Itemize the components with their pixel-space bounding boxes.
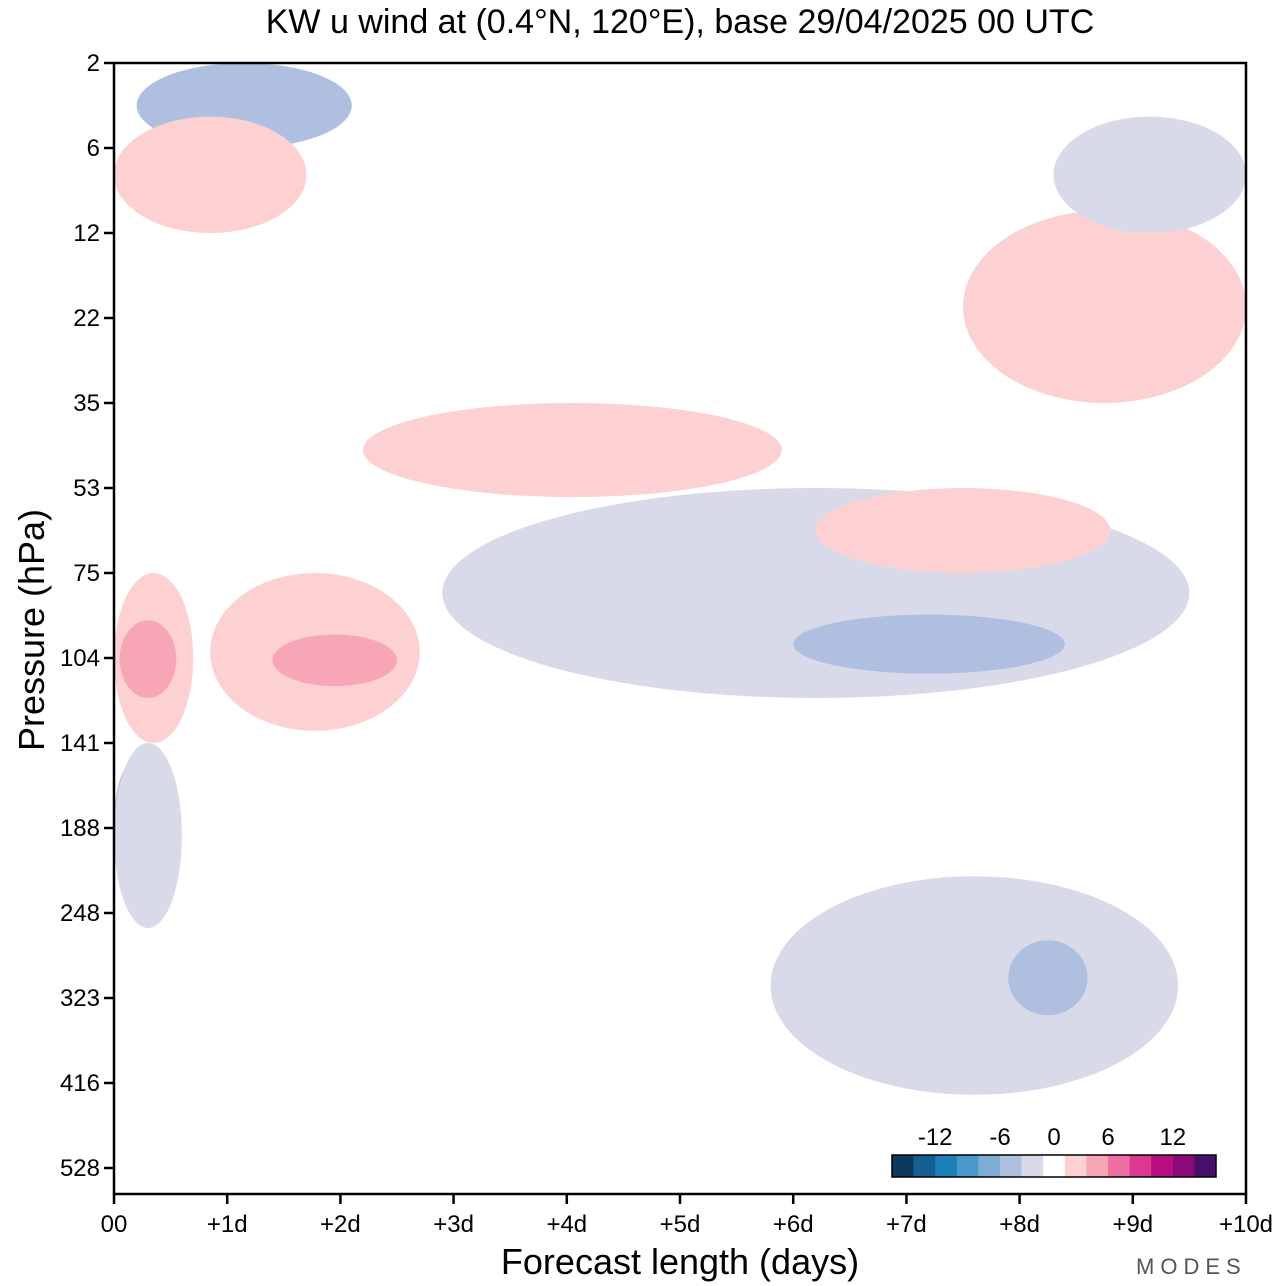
modes-logo: MODES xyxy=(1136,1254,1247,1279)
y-tick-label: 188 xyxy=(60,815,100,842)
colorbar-label: -12 xyxy=(918,1124,953,1151)
y-tick-label: 248 xyxy=(60,900,100,927)
y-axis-label: Pressure (hPa) xyxy=(11,509,52,751)
y-tick-label: 22 xyxy=(73,305,100,332)
y-tick-label: 53 xyxy=(73,475,100,502)
colorbar-swatch xyxy=(1021,1155,1044,1177)
y-tick-label: 323 xyxy=(60,985,100,1012)
contour-region-6 xyxy=(114,743,182,929)
x-tick-label: +4d xyxy=(546,1211,587,1238)
y-axis: 2 6 12 22 35 53 75 104 141 188 248 323 416 528 xyxy=(60,50,114,1182)
y-tick-label: 6 xyxy=(87,135,100,162)
colorbar-swatch xyxy=(892,1155,914,1177)
colorbar-swatch xyxy=(935,1155,958,1177)
colorbar-swatch xyxy=(1108,1155,1130,1177)
contour-region-2 xyxy=(119,620,177,698)
x-tick-label: +10d xyxy=(1219,1211,1273,1238)
x-axis-label: Forecast length (days) xyxy=(501,1241,859,1282)
y-tick-label: 2 xyxy=(87,50,100,77)
colorbar-swatch xyxy=(956,1155,979,1177)
x-tick-label: 00 xyxy=(101,1211,128,1238)
colorbar-label: 6 xyxy=(1101,1124,1114,1151)
contour-region-14 xyxy=(963,210,1246,403)
colorbar-swatch xyxy=(1064,1155,1087,1177)
y-tick-label: 12 xyxy=(73,220,100,247)
x-tick-label: +5d xyxy=(660,1211,701,1238)
colorbar-label: 0 xyxy=(1047,1124,1060,1151)
colorbar-legend: -12 -6 0 6 12 xyxy=(891,1124,1217,1178)
x-tick-label: +2d xyxy=(320,1211,361,1238)
y-tick-label: 75 xyxy=(73,560,100,587)
contour-region-13 xyxy=(114,116,307,233)
y-tick-label: 416 xyxy=(60,1070,100,1097)
x-tick-label: +7d xyxy=(886,1211,927,1238)
y-tick-label: 104 xyxy=(60,645,100,672)
contour-field xyxy=(114,63,1246,1095)
contour-region-15 xyxy=(815,488,1111,573)
colorbar-swatch xyxy=(1129,1155,1152,1177)
colorbar-swatch xyxy=(1151,1155,1174,1177)
chart-title: KW u wind at (0.4°N, 120°E), base 29/04/… xyxy=(266,3,1095,41)
x-tick-label: +6d xyxy=(773,1211,814,1238)
colorbar-swatch xyxy=(1000,1155,1022,1177)
colorbar-swatch xyxy=(1086,1155,1109,1177)
x-tick-label: +3d xyxy=(433,1211,474,1238)
y-tick-label: 528 xyxy=(60,1155,100,1182)
y-tick-label: 35 xyxy=(73,390,100,417)
contour-region-4 xyxy=(272,634,397,687)
x-tick-label: +1d xyxy=(207,1211,248,1238)
colorbar-swatch xyxy=(913,1155,936,1177)
colorbar-swatch xyxy=(1043,1155,1066,1177)
colorbar-swatch xyxy=(1172,1155,1195,1177)
contour-region-10 xyxy=(770,876,1179,1095)
x-tick-label: +8d xyxy=(999,1211,1040,1238)
colorbar-frame xyxy=(891,1154,1217,1178)
contour-region-9 xyxy=(363,403,782,498)
colorbar-label: 12 xyxy=(1159,1124,1186,1151)
colorbar-swatch xyxy=(1194,1155,1217,1177)
contour-region-8 xyxy=(793,614,1065,674)
x-tick-label: +9d xyxy=(1112,1211,1153,1238)
colorbar-label: -6 xyxy=(989,1124,1010,1151)
x-axis: 00 +1d +2d +3d +4d +5d +6d +7d +8d +9d +10d xyxy=(101,1194,1273,1238)
contour-region-16 xyxy=(1053,116,1246,233)
contour-region-11 xyxy=(1008,940,1088,1016)
colorbar-swatch xyxy=(978,1155,1001,1177)
y-tick-label: 141 xyxy=(60,730,100,757)
